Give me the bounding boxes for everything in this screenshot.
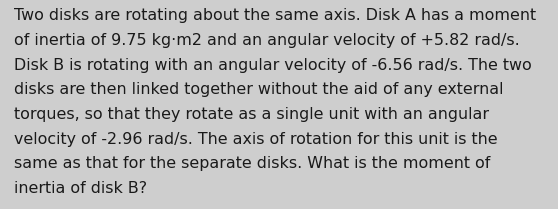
Text: of inertia of 9.75 kg·m2 and an angular velocity of +5.82 rad/s.: of inertia of 9.75 kg·m2 and an angular …: [14, 33, 519, 48]
Text: inertia of disk B?: inertia of disk B?: [14, 181, 147, 196]
Text: disks are then linked together without the aid of any external: disks are then linked together without t…: [14, 82, 503, 97]
Text: Two disks are rotating about the same axis. Disk A has a moment: Two disks are rotating about the same ax…: [14, 8, 536, 23]
Text: Disk B is rotating with an angular velocity of -6.56 rad/s. The two: Disk B is rotating with an angular veloc…: [14, 58, 532, 73]
Text: same as that for the separate disks. What is the moment of: same as that for the separate disks. Wha…: [14, 156, 490, 171]
Text: torques, so that they rotate as a single unit with an angular: torques, so that they rotate as a single…: [14, 107, 489, 122]
Text: velocity of -2.96 rad/s. The axis of rotation for this unit is the: velocity of -2.96 rad/s. The axis of rot…: [14, 132, 498, 147]
